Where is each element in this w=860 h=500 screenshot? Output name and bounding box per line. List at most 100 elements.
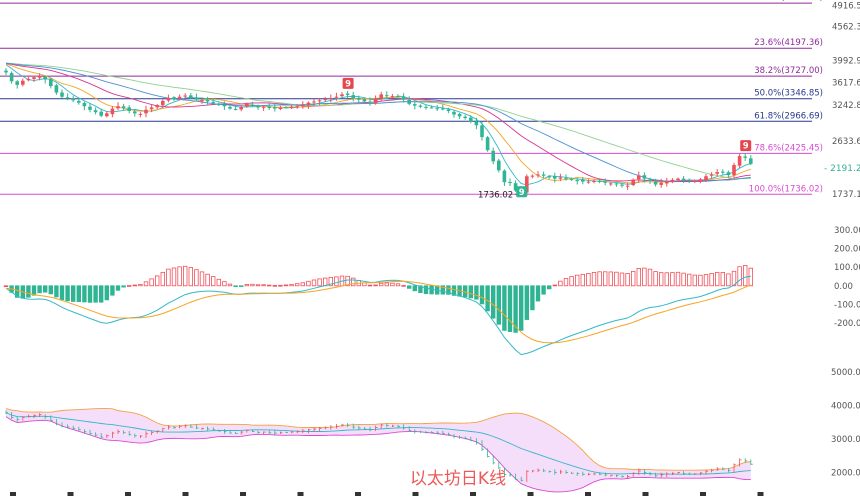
candle-body (177, 96, 182, 99)
candle-body (749, 158, 753, 164)
macd-bar (289, 283, 294, 287)
macd-bar (222, 281, 227, 287)
candle-body (637, 175, 641, 180)
macd-bar (580, 273, 585, 287)
low-marker-label: 1736.02 (478, 190, 513, 200)
candle-body (698, 179, 703, 182)
macd-bar (26, 285, 31, 298)
candle-body (659, 182, 663, 185)
macd-bar (726, 273, 731, 287)
candle-body (413, 104, 417, 106)
macd-bar (692, 274, 697, 287)
fib-label: 38.2%(3727.00) (754, 66, 823, 76)
candle-body (267, 106, 271, 109)
macd-bar (619, 272, 625, 287)
candle-body (345, 93, 350, 95)
candle-body (693, 181, 697, 183)
macd-bar (266, 284, 272, 287)
macd-bar (317, 278, 322, 287)
candle-body (351, 95, 355, 98)
candle-body (547, 176, 551, 178)
candle-body (357, 97, 361, 100)
candle-body (144, 109, 148, 114)
macd-bar (250, 283, 255, 287)
candle-body (121, 106, 126, 109)
macd-bar (423, 285, 429, 295)
macd-bar (350, 277, 356, 287)
macd-bar (715, 271, 720, 287)
macd-bar (468, 285, 473, 299)
macd-bar (48, 285, 53, 295)
macd-bar (709, 273, 714, 287)
macd-bar (446, 285, 451, 295)
candle-body (161, 100, 165, 106)
macd-bar (233, 285, 238, 287)
candle-body (681, 178, 686, 181)
candle-body (446, 109, 451, 111)
fib-label: 78.6%(2425.45) (754, 143, 823, 153)
macd-bar (547, 285, 552, 290)
macd-bar (283, 284, 289, 287)
macd-bar (384, 282, 389, 287)
current-price-box (821, 160, 860, 175)
macd-bar (171, 267, 177, 287)
candle-body (586, 181, 591, 183)
macd-bar (597, 271, 602, 287)
candle-body (530, 175, 535, 177)
ma-line (5, 62, 751, 182)
macd-bar (513, 285, 518, 333)
boll-upper-line (5, 407, 751, 471)
time-axis-tick (10, 492, 16, 496)
candle-body (401, 97, 406, 100)
time-axis-tick (240, 492, 246, 496)
bollinger-panel: 5000.00 4000.00 3000.00 2000.00 (5, 368, 860, 496)
td-markers: 9 9 9 (342, 77, 752, 198)
candle-body (261, 106, 266, 108)
candle-body (312, 101, 316, 103)
candle-body (553, 176, 557, 179)
macd-bar (535, 285, 541, 302)
macd-bar (563, 278, 569, 287)
macd-bar (199, 271, 205, 287)
macd-bar (675, 271, 681, 287)
candle-body (71, 98, 75, 101)
macd-bar (519, 285, 524, 331)
candle-body (116, 106, 120, 109)
macd-bar (603, 271, 608, 287)
candle-body (65, 97, 70, 99)
time-axis-tick (527, 492, 534, 496)
candle-body (373, 98, 378, 104)
candle-body (407, 99, 411, 104)
current-price-label: - 2191.24 (824, 164, 860, 174)
macd-bar (502, 285, 507, 331)
candle-body (9, 73, 14, 82)
macd-bar (479, 285, 485, 305)
candle-body (592, 181, 596, 183)
candle-body (166, 97, 171, 101)
macd-bar (272, 285, 277, 287)
candle-body (189, 95, 193, 98)
candle-body (474, 121, 479, 126)
candle-body (670, 179, 675, 182)
macd-bar (87, 285, 93, 303)
macd-bar (524, 285, 529, 320)
macd-bar (378, 282, 384, 287)
macd-bar (31, 285, 37, 296)
candle-body (172, 97, 176, 100)
candle-body (513, 183, 518, 191)
candle-body (278, 108, 283, 110)
macd-bar (670, 272, 675, 287)
candle-body (676, 178, 680, 181)
macd-bar (490, 285, 496, 319)
macd-bar (614, 271, 619, 287)
macd-bar (216, 278, 221, 287)
time-axis-tick (297, 492, 304, 496)
macd-bar (294, 283, 300, 287)
candle-body (222, 104, 227, 107)
candle-body (82, 102, 87, 107)
candle-body (211, 101, 215, 103)
macd-bar (110, 285, 115, 296)
candle-body (491, 150, 495, 162)
macd-bar (244, 284, 249, 287)
